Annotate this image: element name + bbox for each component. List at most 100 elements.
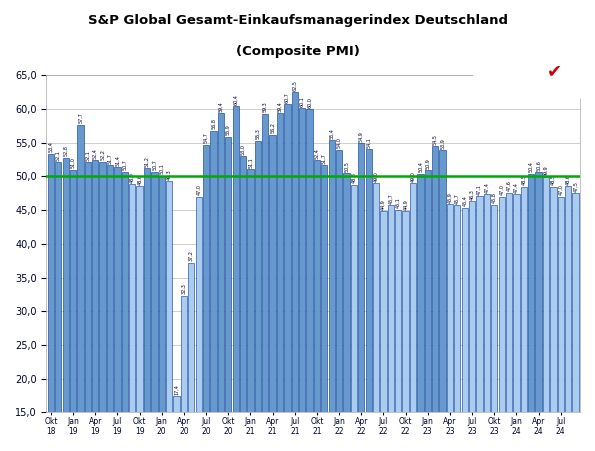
Bar [417, 174, 424, 412]
Bar [129, 184, 135, 412]
Bar [388, 206, 394, 412]
Bar [528, 174, 534, 412]
Bar [144, 168, 150, 412]
Text: 60,0: 60,0 [307, 97, 312, 108]
Text: 56,2: 56,2 [270, 123, 275, 133]
Text: 47,4: 47,4 [514, 182, 519, 193]
Text: 48,5: 48,5 [521, 175, 527, 185]
Bar [572, 193, 579, 412]
Text: 45,4: 45,4 [462, 195, 467, 206]
Bar [270, 135, 275, 412]
Bar [469, 202, 475, 412]
Bar [107, 165, 113, 412]
Bar [306, 109, 313, 412]
Text: 52,4: 52,4 [93, 148, 98, 159]
Bar [159, 176, 165, 412]
Bar [536, 172, 542, 412]
Text: 51,2: 51,2 [145, 156, 149, 167]
Bar [380, 211, 387, 412]
Text: 53,9: 53,9 [440, 138, 445, 149]
Text: 51,4: 51,4 [115, 155, 120, 166]
Bar [513, 194, 519, 412]
Bar [365, 149, 372, 412]
Bar [262, 114, 268, 412]
Bar [410, 183, 416, 412]
Text: 44,9: 44,9 [381, 199, 386, 210]
Text: 45,7: 45,7 [455, 193, 460, 204]
Text: 54,7: 54,7 [203, 133, 209, 143]
Text: 46,3: 46,3 [469, 189, 475, 200]
Text: 50,5: 50,5 [344, 161, 349, 172]
Bar [395, 210, 402, 412]
Text: 45,7: 45,7 [389, 193, 393, 204]
Bar [70, 170, 76, 412]
Bar [299, 108, 305, 412]
Text: 62,5: 62,5 [292, 80, 298, 91]
Bar [77, 124, 84, 412]
Text: 49,0: 49,0 [374, 171, 378, 182]
Bar [181, 296, 187, 412]
Bar [211, 131, 217, 412]
Text: 48,5: 48,5 [551, 175, 556, 185]
Bar [196, 197, 202, 412]
Text: 45,1: 45,1 [396, 197, 400, 208]
Text: 47,0: 47,0 [558, 184, 563, 195]
Bar [336, 150, 342, 412]
Bar [462, 207, 468, 412]
Bar [350, 184, 357, 412]
Bar [248, 169, 253, 412]
Text: 52,1: 52,1 [85, 150, 90, 161]
Text: 44,9: 44,9 [403, 199, 408, 210]
Text: 50,7: 50,7 [123, 160, 127, 170]
Text: 47,0: 47,0 [499, 184, 504, 195]
Text: 48,6: 48,6 [137, 174, 142, 184]
Text: 53,4: 53,4 [48, 141, 54, 152]
Bar [454, 206, 461, 412]
Bar [447, 204, 453, 412]
Text: 48,8: 48,8 [352, 172, 356, 183]
Text: 49,0: 49,0 [411, 171, 415, 182]
Text: 45,8: 45,8 [492, 193, 497, 203]
Text: 51,0: 51,0 [71, 157, 76, 168]
Text: 48,6: 48,6 [566, 174, 571, 184]
Bar [521, 187, 527, 412]
Text: S&P Global Gesamt-Einkaufsmanagerindex Deutschland: S&P Global Gesamt-Einkaufsmanagerindex D… [87, 14, 508, 27]
Bar [92, 160, 98, 412]
Text: 32,3: 32,3 [181, 284, 186, 295]
Bar [99, 161, 106, 412]
Text: 45,9: 45,9 [447, 192, 452, 203]
Text: 48,9: 48,9 [130, 172, 134, 183]
Bar [188, 263, 195, 412]
Text: 52,2: 52,2 [100, 149, 105, 160]
Text: 47,4: 47,4 [484, 182, 490, 193]
Bar [114, 167, 121, 412]
Text: 53,0: 53,0 [240, 144, 246, 155]
Text: 49,9: 49,9 [543, 165, 549, 176]
Text: stockstreet.de: stockstreet.de [405, 45, 501, 58]
Circle shape [472, 40, 595, 99]
Bar [292, 92, 298, 412]
Text: 60,4: 60,4 [233, 94, 238, 105]
Bar [284, 104, 290, 412]
Text: 47,5: 47,5 [573, 181, 578, 192]
Bar [203, 145, 209, 412]
Text: 54,0: 54,0 [337, 137, 342, 148]
Text: 52,8: 52,8 [63, 145, 68, 156]
Text: ✔: ✔ [547, 62, 562, 80]
Bar [277, 113, 283, 412]
Bar [543, 177, 549, 412]
Text: unabhängig • strategisch • trefflicher: unabhängig • strategisch • trefflicher [403, 84, 503, 89]
Text: 59,3: 59,3 [263, 102, 268, 112]
Bar [402, 211, 409, 412]
Text: 50,1: 50,1 [159, 164, 164, 175]
Text: 59,4: 59,4 [277, 101, 283, 112]
Bar [48, 154, 54, 412]
Text: 50,4: 50,4 [529, 161, 534, 172]
Bar [121, 172, 128, 412]
Text: 50,4: 50,4 [418, 161, 423, 172]
Text: 52,4: 52,4 [314, 148, 320, 159]
Text: 47,1: 47,1 [477, 184, 482, 195]
Bar [491, 205, 497, 412]
Bar [62, 157, 69, 412]
Text: 56,8: 56,8 [211, 119, 216, 129]
